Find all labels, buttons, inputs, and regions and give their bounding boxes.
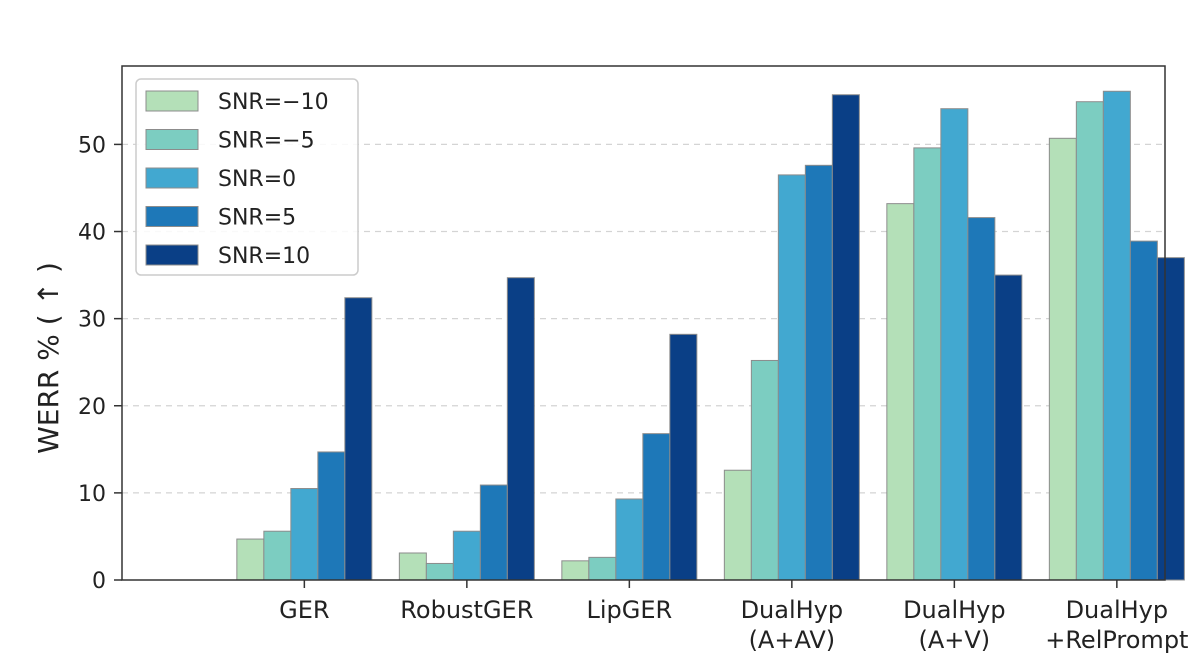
bar (669, 333, 698, 581)
bar (1075, 101, 1104, 581)
legend-swatch (145, 167, 199, 189)
bar (506, 277, 535, 581)
bars (236, 90, 1185, 581)
bar (913, 147, 942, 581)
bar (452, 530, 481, 581)
bar (236, 538, 265, 581)
bar (344, 297, 373, 581)
bar (967, 217, 996, 581)
legend-label: SNR=0 (218, 167, 296, 192)
y-tick-label: 10 (78, 482, 106, 507)
bar (479, 484, 508, 581)
bar (804, 164, 833, 581)
legend-label: SNR=−10 (218, 90, 329, 115)
bar (425, 562, 454, 581)
legend-swatch (145, 90, 199, 112)
bar (886, 203, 915, 581)
bar (263, 530, 292, 581)
bar (940, 108, 969, 581)
bar (994, 274, 1023, 581)
bar (831, 94, 860, 581)
x-category-label: RobustGER (400, 596, 533, 624)
bar (317, 451, 346, 581)
bar (777, 174, 806, 581)
x-axis-categories: GER RobustGER LipGER DualHyp (A+AV) DualHyp (A… (279, 580, 1188, 654)
bar (723, 469, 752, 581)
legend-swatch (145, 206, 199, 227)
plot-frame (121, 65, 1166, 581)
legend-label: SNR=−5 (218, 129, 315, 154)
bar (398, 552, 427, 581)
bar (750, 359, 779, 581)
bar (561, 560, 590, 581)
y-tick-label: 50 (78, 133, 106, 158)
bar (1156, 257, 1185, 581)
x-category-label: DualHyp (A+V) (903, 596, 1006, 654)
y-tick-label: 0 (92, 569, 106, 594)
x-category-label: LipGER (586, 596, 672, 624)
x-category-label: DualHyp (A+AV) (741, 596, 844, 654)
bar (290, 488, 319, 581)
legend-swatch (145, 129, 199, 150)
y-axis-ticks: 0 10 20 30 40 50 (78, 133, 122, 594)
bar (588, 556, 617, 581)
legend: SNR=−10 SNR=−5 SNR=0 SNR=5 SNR=10 (135, 78, 359, 276)
legend-label: SNR=10 (218, 244, 310, 269)
bar (1129, 240, 1158, 581)
y-axis-title: WERR % ( ↑ ) (32, 262, 65, 454)
legend-swatch (145, 244, 199, 266)
y-tick-label: 40 (78, 221, 106, 246)
bar (1048, 137, 1077, 581)
x-category-label: GER (279, 596, 329, 624)
bar (1102, 90, 1131, 581)
y-tick-label: 20 (78, 395, 106, 420)
x-category-label: DualHyp +RelPrompt (1045, 596, 1188, 654)
bar (642, 433, 671, 581)
bar (615, 498, 644, 581)
y-tick-label: 30 (78, 308, 106, 333)
legend-label: SNR=5 (218, 206, 296, 231)
